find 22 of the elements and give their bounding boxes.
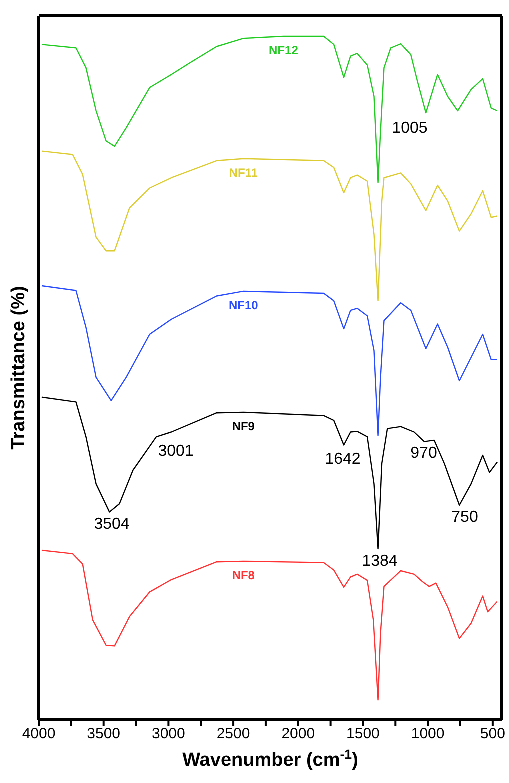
series-label: NF10 — [228, 298, 259, 312]
x-tick-label: 2000 — [282, 726, 316, 743]
series-label: NF8 — [232, 568, 256, 582]
x-tick-label: 4000 — [22, 726, 56, 743]
x-axis-title: Wavenumber (cm$^{-1}$) — [182, 746, 358, 771]
annotation: 970 — [410, 445, 438, 463]
annotation: 1005 — [392, 120, 428, 138]
annotation: 3504 — [94, 516, 130, 534]
series-label: NF9 — [232, 419, 256, 434]
series-label: NF11 — [229, 166, 258, 180]
y-axis-title: Transmittance (%) — [8, 286, 30, 450]
annotation: 3001 — [158, 443, 194, 461]
series-label: NF12 — [269, 44, 299, 58]
annotation: 750 — [452, 509, 478, 527]
annotation: 1384 — [362, 553, 398, 571]
x-tick-label: 1000 — [411, 726, 445, 743]
x-tick-label: 500 — [480, 726, 506, 743]
annotation: 1642 — [325, 451, 361, 469]
x-tick-label: 3500 — [87, 726, 121, 743]
x-tick-label: 1500 — [346, 726, 380, 743]
x-tick-label: 2500 — [216, 726, 250, 743]
x-tick-label: 3000 — [152, 726, 186, 743]
